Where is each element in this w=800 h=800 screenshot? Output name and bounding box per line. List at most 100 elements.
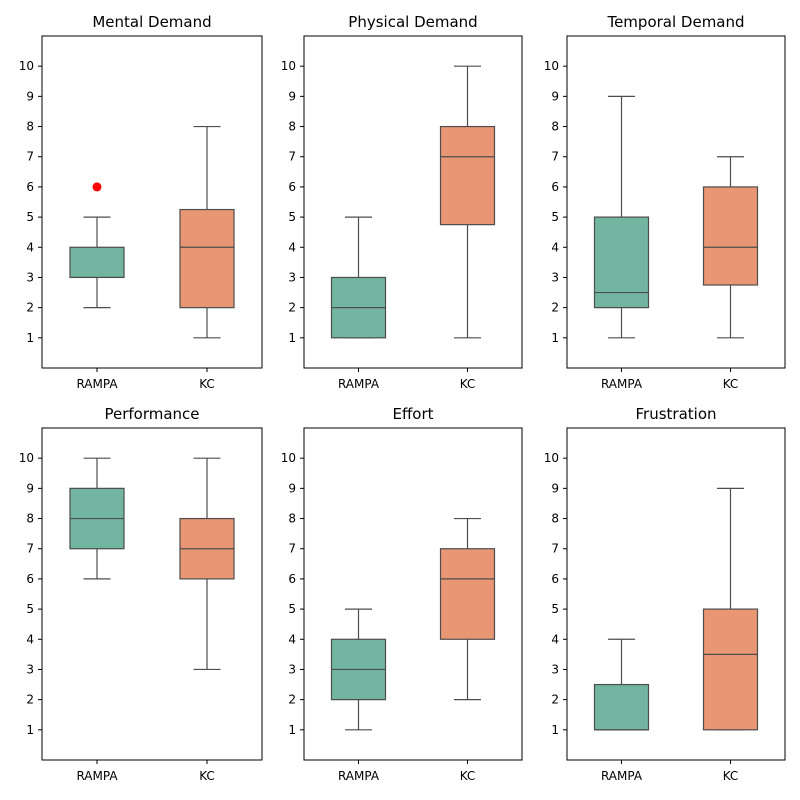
y-tick-label: 7 (288, 542, 296, 556)
iqr-box (593, 683, 650, 731)
plot-frame (303, 427, 523, 761)
y-tick-label: 3 (288, 662, 296, 676)
chart-panel-1: Mental Demand 1 2 3 4 5 6 7 8 9 10 RAMPA KC (19, 13, 263, 391)
y-tick-label: 9 (551, 89, 559, 103)
box-rampa (593, 95, 650, 339)
y-tick-label: 9 (288, 481, 296, 495)
y-tick-label: 1 (26, 723, 34, 737)
y-tick-label: 8 (551, 120, 559, 134)
chart-title: Physical Demand (348, 13, 477, 31)
y-tick-label: 3 (551, 270, 559, 284)
y-tick-label: 8 (288, 120, 296, 134)
y-tick-label: 10 (19, 59, 34, 73)
y-tick-label: 4 (551, 632, 559, 646)
x-tick-label: KC (723, 377, 739, 391)
y-tick-label: 2 (288, 301, 296, 315)
y-tick-label: 9 (288, 89, 296, 103)
y-tick-label: 3 (26, 662, 34, 676)
y-tick-label: 6 (26, 180, 34, 194)
box-rampa (69, 457, 125, 580)
plot-frame (41, 427, 263, 761)
chart-title: Performance (104, 405, 199, 423)
chart-panel-3: Temporal Demand 1 2 3 4 5 6 7 8 9 10 RAMPA KC (544, 13, 786, 391)
chart-title: Effort (392, 405, 433, 423)
y-tick-label: 7 (26, 150, 34, 164)
box-rampa (330, 216, 387, 339)
y-tick-label: 4 (288, 240, 296, 254)
y-tick-label: 5 (288, 602, 296, 616)
outlier-point (92, 182, 102, 192)
y-tick-label: 5 (551, 602, 559, 616)
plot-frame (566, 427, 786, 761)
chart-title: Mental Demand (92, 13, 211, 31)
y-tick-label: 4 (26, 632, 34, 646)
plot-frame (303, 35, 523, 369)
y-tick-label: 2 (26, 301, 34, 315)
y-tick-label: 2 (551, 693, 559, 707)
y-tick-label: 8 (288, 512, 296, 526)
y-tick-label: 1 (26, 331, 34, 345)
chart-title: Temporal Demand (606, 13, 744, 31)
y-tick-label: 5 (26, 602, 34, 616)
y-tick-label: 10 (544, 451, 559, 465)
y-tick-label: 8 (26, 512, 34, 526)
x-tick-label: KC (199, 769, 215, 783)
y-tick-label: 5 (288, 210, 296, 224)
box-kc (179, 125, 235, 339)
y-tick-label: 2 (288, 693, 296, 707)
y-tick-label: 8 (26, 120, 34, 134)
y-tick-label: 5 (26, 210, 34, 224)
y-tick-label: 9 (551, 481, 559, 495)
y-tick-label: 1 (551, 723, 559, 737)
box-rampa (69, 182, 125, 309)
y-tick-label: 4 (26, 240, 34, 254)
y-tick-label: 10 (544, 59, 559, 73)
y-tick-label: 6 (551, 180, 559, 194)
iqr-box (439, 125, 496, 226)
box-rampa (330, 608, 387, 731)
y-tick-label: 6 (288, 180, 296, 194)
x-tick-label: KC (460, 377, 476, 391)
x-tick-label: RAMPA (601, 377, 643, 391)
y-tick-label: 1 (288, 331, 296, 345)
chart-panel-2: Physical Demand 1 2 3 4 5 6 7 8 9 10 RAMPA KC (281, 13, 523, 391)
x-tick-label: RAMPA (601, 769, 643, 783)
y-tick-label: 1 (551, 331, 559, 345)
y-tick-label: 2 (26, 693, 34, 707)
y-tick-label: 7 (551, 542, 559, 556)
y-tick-label: 7 (288, 150, 296, 164)
y-tick-label: 8 (551, 512, 559, 526)
y-tick-label: 3 (288, 270, 296, 284)
iqr-box (593, 216, 650, 309)
y-tick-label: 2 (551, 301, 559, 315)
plot-frame (566, 35, 786, 369)
x-tick-label: RAMPA (76, 377, 118, 391)
iqr-box (702, 608, 759, 731)
box-kc (439, 65, 496, 339)
chart-panel-4: Performance 1 2 3 4 5 6 7 8 9 10 RAMPA KC (19, 405, 263, 783)
iqr-box (702, 186, 759, 286)
x-tick-label: KC (199, 377, 215, 391)
chart-title: Frustration (636, 405, 717, 423)
box-kc (702, 156, 759, 339)
y-tick-label: 3 (26, 270, 34, 284)
y-tick-label: 3 (551, 662, 559, 676)
y-tick-label: 6 (288, 572, 296, 586)
plot-frame (41, 35, 263, 369)
y-tick-label: 4 (288, 632, 296, 646)
y-tick-label: 6 (26, 572, 34, 586)
chart-panel-5: Effort 1 2 3 4 5 6 7 8 9 10 RAMPA KC (281, 405, 523, 783)
iqr-box (439, 548, 496, 640)
box-kc (702, 487, 759, 731)
x-tick-label: RAMPA (338, 769, 380, 783)
y-tick-label: 10 (281, 451, 296, 465)
y-tick-label: 6 (551, 572, 559, 586)
y-tick-label: 7 (551, 150, 559, 164)
y-tick-label: 10 (281, 59, 296, 73)
iqr-box (179, 208, 235, 309)
y-tick-label: 4 (551, 240, 559, 254)
y-tick-label: 5 (551, 210, 559, 224)
y-tick-label: 10 (19, 451, 34, 465)
y-tick-label: 7 (26, 542, 34, 556)
